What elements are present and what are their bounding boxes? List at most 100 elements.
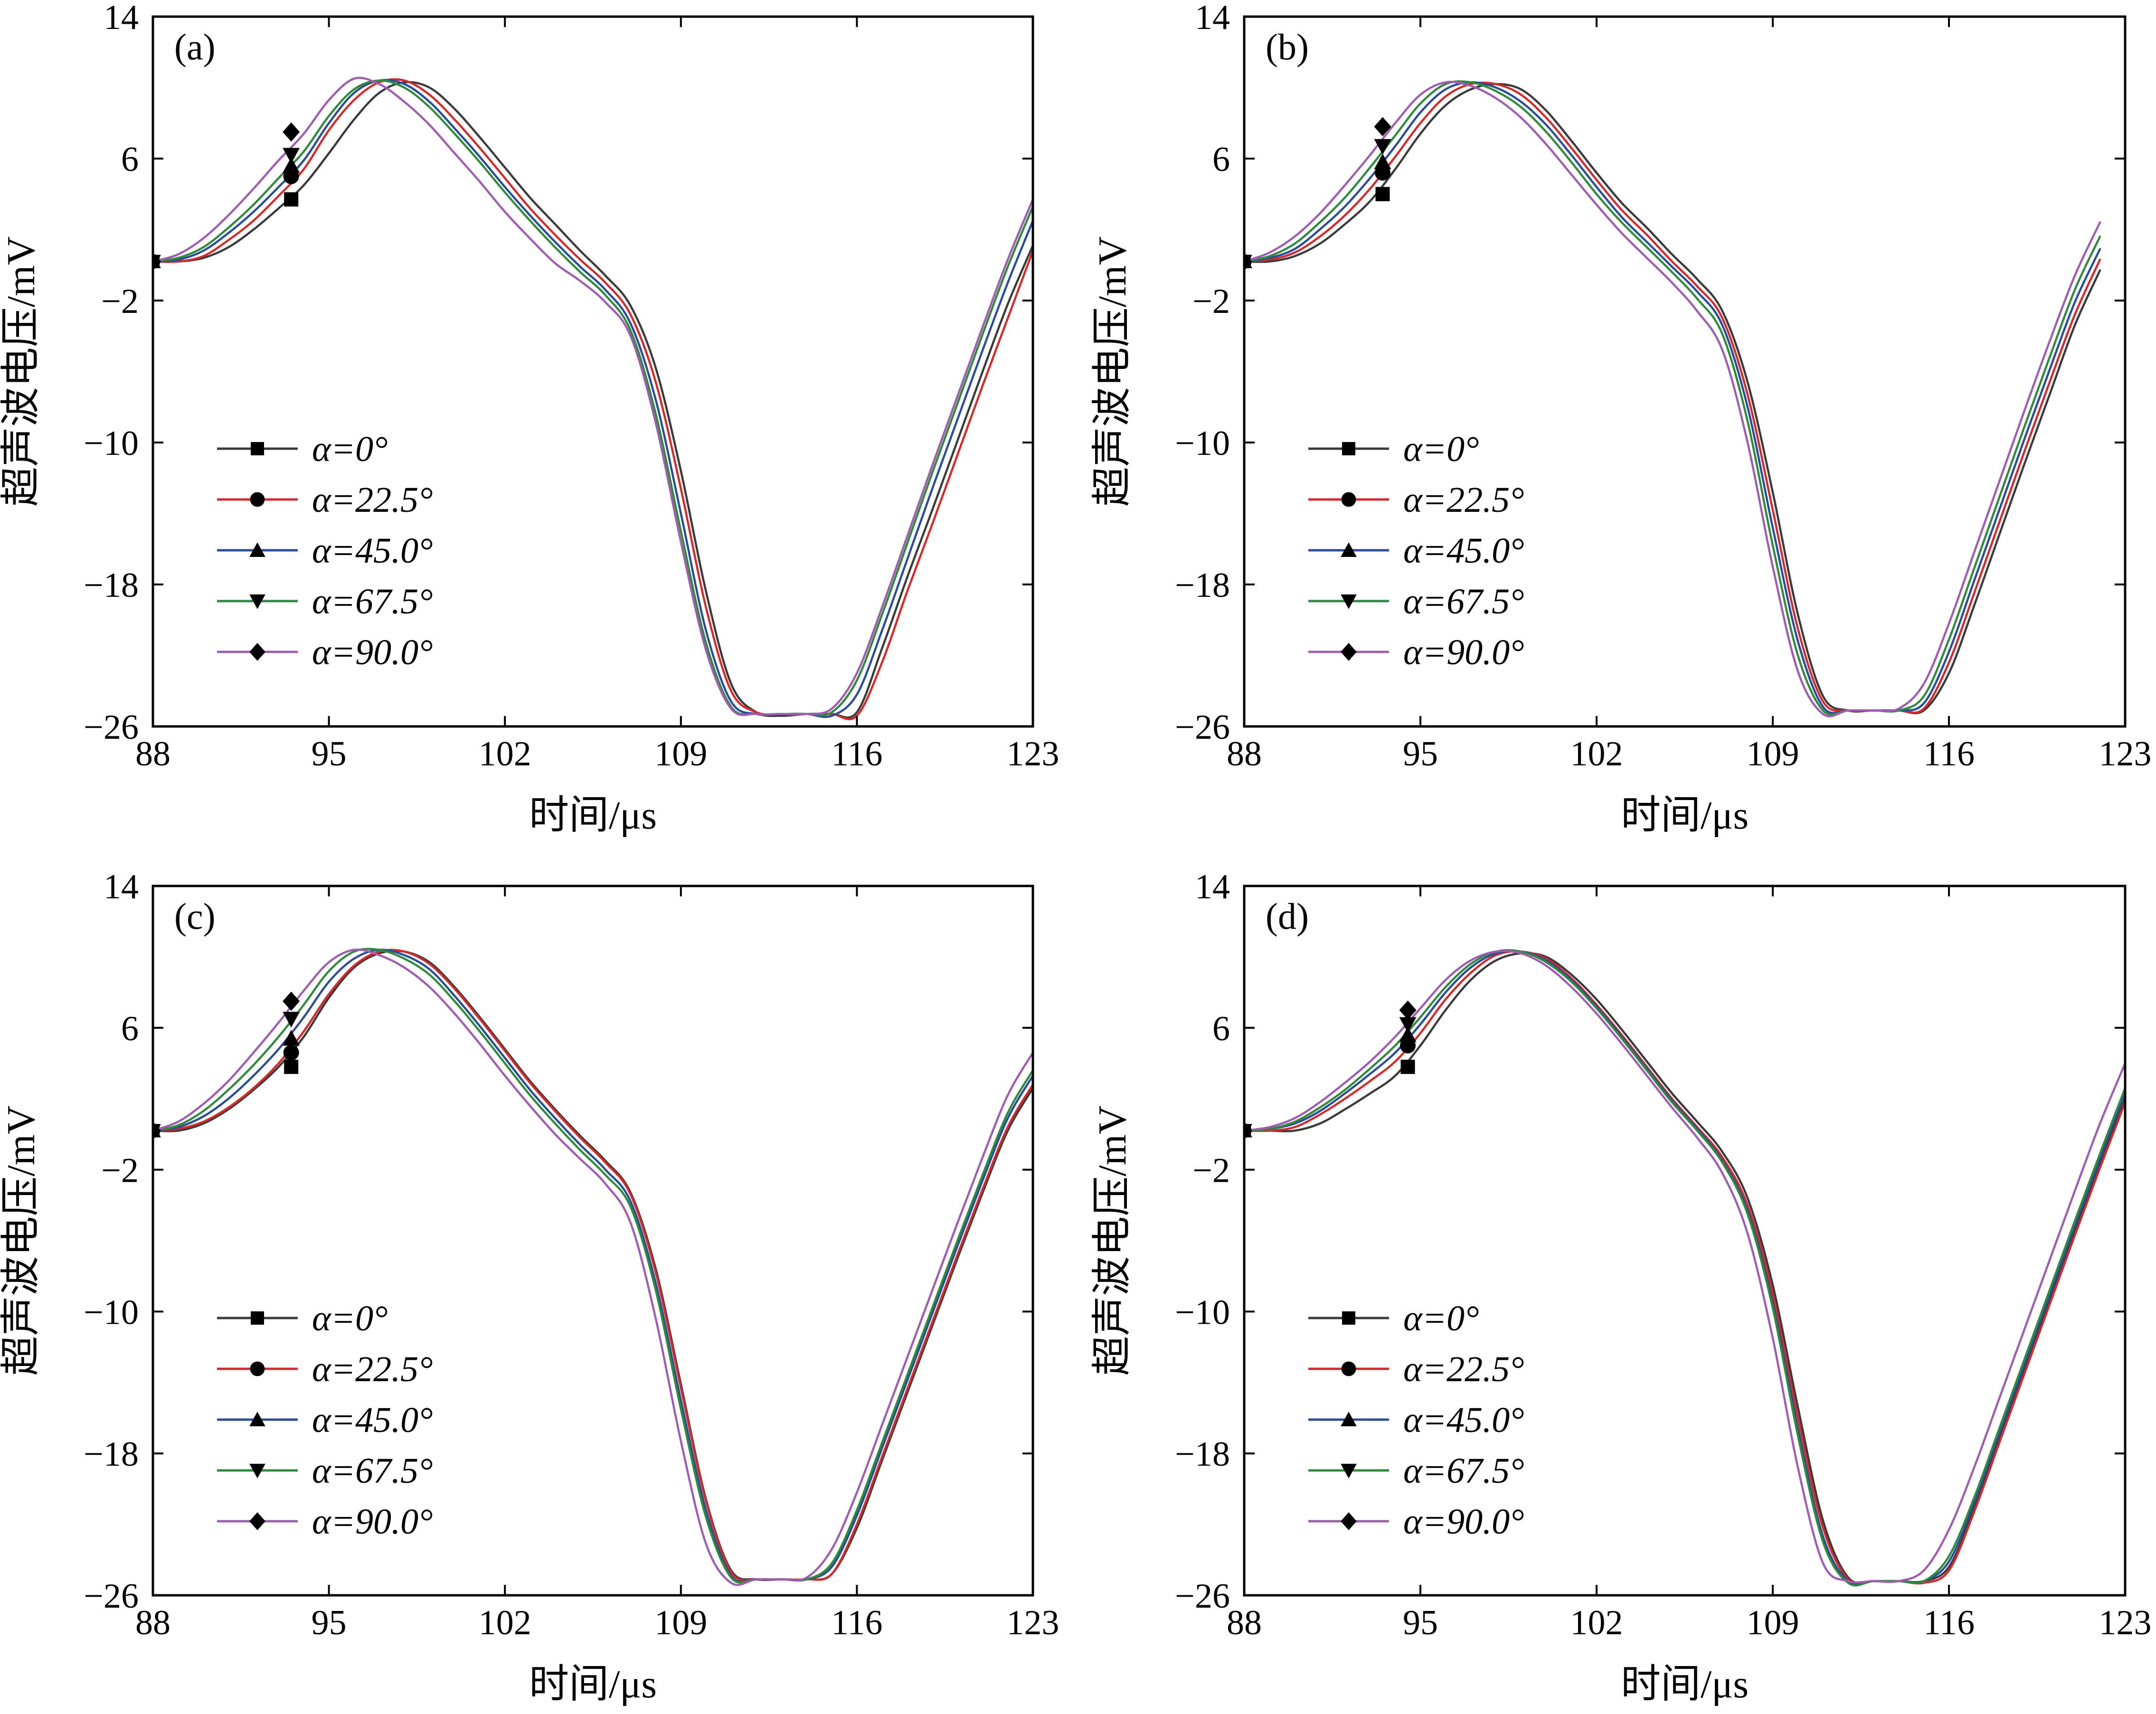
series-marker-3 <box>1399 1017 1417 1033</box>
series-marker-2 <box>283 157 300 173</box>
series-marker-0 <box>284 192 299 207</box>
y-tick-label: −2 <box>1192 282 1230 321</box>
x-tick-label: 95 <box>312 735 347 773</box>
x-tick-label: 95 <box>312 1603 347 1642</box>
legend: α=0° α=22.5° α=45.0° α=67.5° α=90.0° <box>217 429 433 672</box>
y-tick-label: 14 <box>104 867 139 906</box>
y-tick-label: −10 <box>84 424 139 463</box>
series-line-4 <box>1244 950 2125 1584</box>
series-line-3 <box>153 79 1033 716</box>
series-line-4 <box>153 948 1033 1586</box>
legend-marker-1 <box>250 1361 265 1376</box>
y-tick-label: −10 <box>1175 1293 1230 1332</box>
legend-marker-3 <box>1341 594 1357 609</box>
y-tick-label: 14 <box>104 0 139 37</box>
panel-a: 88 95 102 109 116 123 14 6 −2 −10 −18 −26 时间/μs 超声波电压… <box>0 0 1059 838</box>
x-tick-label: 116 <box>1923 735 1975 773</box>
legend-marker-0 <box>1342 442 1355 455</box>
series-line-3 <box>1244 949 2125 1587</box>
legend-label-4: α=90.0° <box>1403 632 1524 672</box>
plot-frame <box>151 15 1034 728</box>
x-axis-title: 时间/μs <box>1621 793 1749 838</box>
x-tick-label: 102 <box>479 735 531 773</box>
legend-marker-4 <box>1341 643 1357 661</box>
legend-marker-1 <box>250 492 265 507</box>
plot-frame <box>1243 15 2127 728</box>
x-tick-label: 102 <box>1570 1603 1623 1642</box>
legend-label-3: α=67.5° <box>1403 1451 1524 1491</box>
x-tick-label: 109 <box>1747 735 1799 773</box>
legend-label-3: α=67.5° <box>312 1451 433 1491</box>
legend-label-1: α=22.5° <box>312 480 433 520</box>
series-marker-0 <box>284 1059 299 1074</box>
panel-tag: (c) <box>174 895 216 937</box>
x-tick-label: 116 <box>831 735 882 773</box>
series-line-4 <box>153 76 1033 716</box>
series-line-2 <box>153 949 1033 1583</box>
legend-marker-4 <box>1341 1512 1357 1530</box>
legend-marker-2 <box>1341 542 1357 557</box>
series-marker-3 <box>1374 139 1391 155</box>
series-start-marker-4 <box>153 1121 161 1140</box>
y-tick-label: 6 <box>121 1009 139 1048</box>
series-marker-4 <box>283 991 300 1011</box>
series-line-1 <box>1244 81 2101 714</box>
series-line-3 <box>153 948 1033 1584</box>
x-tick-label: 123 <box>2099 735 2152 773</box>
x-tick-label: 88 <box>135 735 170 773</box>
legend-label-1: α=22.5° <box>312 1349 433 1389</box>
legend-label-3: α=67.5° <box>1403 582 1524 622</box>
x-tick-label: 123 <box>1007 1603 1059 1642</box>
legend-label-4: α=90.0° <box>312 1502 433 1542</box>
legend-marker-1 <box>1341 1361 1356 1376</box>
legend-label-4: α=90.0° <box>1403 1502 1524 1542</box>
legend-marker-4 <box>249 1512 265 1530</box>
x-axis-title: 时间/μs <box>1621 1662 1749 1706</box>
legend-label-2: α=45.0° <box>312 1400 433 1440</box>
x-tick-label: 102 <box>1570 735 1623 773</box>
legend-marker-4 <box>249 643 265 661</box>
legend: α=0° α=22.5° α=45.0° α=67.5° α=90.0° <box>1308 429 1524 672</box>
panel-tag: (b) <box>1266 26 1309 67</box>
y-tick-label: −10 <box>84 1293 139 1332</box>
y-tick-label: −2 <box>101 282 139 321</box>
y-tick-label: −18 <box>1175 1435 1230 1474</box>
y-tick-label: −26 <box>1175 708 1230 747</box>
legend-marker-1 <box>1341 492 1356 507</box>
series-marker-3 <box>283 148 300 164</box>
legend-marker-3 <box>1341 1464 1357 1479</box>
plot-frame <box>1243 885 2127 1597</box>
series-marker-2 <box>1374 153 1391 170</box>
series-lines <box>153 76 1033 721</box>
legend-marker-0 <box>251 442 264 455</box>
legend-label-1: α=22.5° <box>1403 480 1524 520</box>
plot-frame <box>151 885 1034 1597</box>
legend-label-2: α=45.0° <box>1403 531 1524 571</box>
y-tick-label: 14 <box>1195 867 1230 906</box>
series-marker-4 <box>1374 117 1391 136</box>
y-axis-title: 超声波电压/mV <box>0 236 43 507</box>
series-start-marker-4 <box>1244 252 1252 271</box>
panel-c: 88 95 102 109 116 123 14 6 −2 −10 −18 −26 时间/μs 超声波电压… <box>0 867 1059 1706</box>
x-tick-label: 109 <box>1747 1603 1799 1642</box>
panel-d: 88 95 102 109 116 123 14 6 −2 −10 −18 −26 时间/μs 超声波电压… <box>1090 867 2152 1706</box>
legend-label-1: α=22.5° <box>1403 1349 1524 1389</box>
y-tick-label: −18 <box>84 566 139 605</box>
x-tick-label: 109 <box>654 1603 707 1642</box>
legend-marker-0 <box>1342 1311 1355 1325</box>
y-tick-label: −2 <box>101 1151 139 1190</box>
series-marker-4 <box>1399 1000 1417 1020</box>
legend-label-0: α=0° <box>312 429 388 469</box>
x-axis-title: 时间/μs <box>529 1662 657 1706</box>
legend-marker-3 <box>249 594 265 609</box>
series-marker-2 <box>1399 1026 1417 1042</box>
series-marker-2 <box>283 1030 300 1046</box>
panel-tag: (d) <box>1266 895 1309 937</box>
series-line-1 <box>1244 950 2125 1585</box>
x-tick-label: 88 <box>1227 1603 1262 1642</box>
panel-tag: (a) <box>174 26 216 67</box>
y-axis-title: 超声波电压/mV <box>1090 236 1135 507</box>
series-line-4 <box>1244 81 2101 717</box>
series-lines <box>1244 80 2101 717</box>
